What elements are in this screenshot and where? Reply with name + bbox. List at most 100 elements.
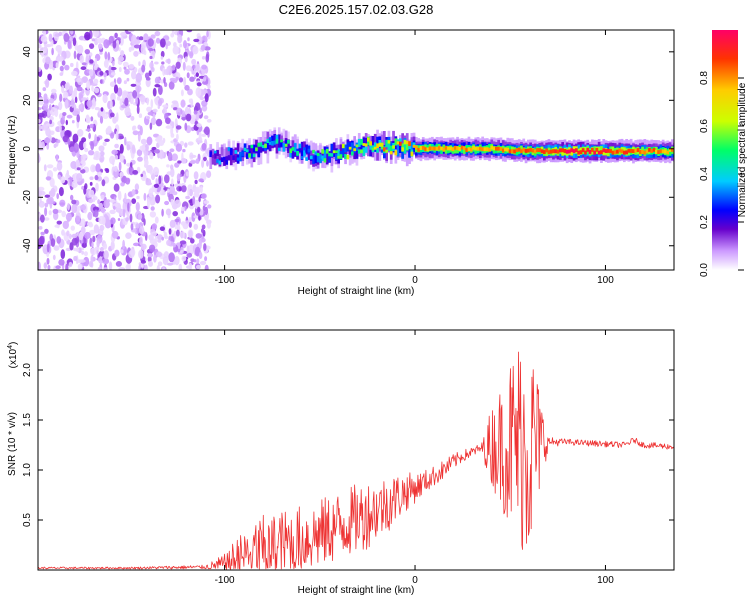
signal-cell <box>419 146 423 150</box>
signal-cell <box>597 150 601 155</box>
signal-cell <box>641 150 644 154</box>
noise-speckle <box>60 176 66 184</box>
snr-y-multiplier: (x104) <box>7 342 19 369</box>
noise-speckle <box>109 155 116 165</box>
signal-cell <box>216 159 219 163</box>
noise-speckle <box>43 93 48 101</box>
noise-speckle <box>180 157 187 164</box>
noise-speckle <box>144 264 148 270</box>
noise-speckle <box>130 223 134 231</box>
noise-speckle <box>177 222 180 231</box>
noise-speckle <box>160 38 166 48</box>
noise-speckle <box>119 143 124 154</box>
signal-cell <box>497 146 500 151</box>
noise-speckle <box>125 232 132 239</box>
signal-cell <box>325 148 329 154</box>
noise-speckle <box>54 224 60 228</box>
noise-speckle <box>183 205 187 212</box>
noise-speckle <box>158 98 163 107</box>
signal-cell <box>346 142 350 152</box>
noise-speckle <box>196 35 203 45</box>
noise-speckle <box>49 104 52 111</box>
noise-speckle <box>140 260 146 264</box>
signal-cell <box>479 146 482 151</box>
signal-cell <box>211 156 215 165</box>
signal-cell <box>223 157 226 166</box>
signal-cell <box>264 143 267 148</box>
noise-speckle <box>76 86 83 92</box>
noise-speckle <box>200 44 206 51</box>
noise-speckle <box>166 164 170 168</box>
noise-speckle <box>161 208 164 217</box>
noise-speckle <box>179 43 183 48</box>
noise-speckle <box>80 218 86 227</box>
noise-speckle <box>114 249 120 257</box>
signal-cell <box>579 150 583 155</box>
signal-cell <box>463 146 466 151</box>
signal-cell <box>403 139 407 145</box>
noise-speckle <box>103 59 109 68</box>
noise-speckle <box>72 37 77 46</box>
signal-cell <box>303 141 306 154</box>
signal-cell <box>266 140 270 150</box>
signal-cell <box>639 150 642 154</box>
signal-cell <box>424 147 427 152</box>
signal-cell <box>380 143 384 147</box>
signal-cell <box>227 148 231 158</box>
signal-cell <box>275 139 279 154</box>
noise-speckle <box>93 224 100 234</box>
chart-title: C2E6.2025.157.02.03.G28 <box>279 2 434 17</box>
noise-speckle <box>56 236 61 244</box>
signal-cell <box>369 141 372 146</box>
signal-cell <box>227 155 231 161</box>
snr-x-label: Height of straight line (km) <box>298 585 415 596</box>
x-tick-label: 100 <box>597 575 614 586</box>
signal-cell <box>268 140 272 152</box>
noise-speckle <box>180 99 186 108</box>
noise-speckle <box>139 145 146 151</box>
signal-cell <box>529 147 532 152</box>
noise-speckle <box>180 221 186 226</box>
noise-speckle <box>55 154 59 162</box>
noise-speckle <box>83 141 87 149</box>
noise-speckle <box>168 228 172 235</box>
signal-cell <box>330 153 334 157</box>
signal-cell <box>463 146 466 154</box>
noise-speckle <box>189 205 194 210</box>
noise-speckle <box>61 85 65 94</box>
noise-speckle <box>38 97 44 106</box>
noise-speckle <box>206 160 209 167</box>
signal-cell <box>332 150 336 157</box>
noise-speckle <box>206 30 209 38</box>
noise-speckle <box>150 34 156 39</box>
noise-speckle <box>101 179 106 187</box>
noise-speckle <box>94 107 100 111</box>
noise-speckle <box>132 125 137 130</box>
noise-speckle <box>66 230 70 237</box>
signal-cell <box>396 141 400 145</box>
noise-speckle <box>133 50 139 57</box>
noise-speckle <box>92 97 96 107</box>
x-tick-label: -100 <box>215 275 235 286</box>
noise-speckle <box>103 250 109 260</box>
signal-cell <box>490 145 494 150</box>
signal-cell <box>348 146 352 150</box>
noise-speckle <box>69 85 73 94</box>
noise-speckle <box>83 251 88 257</box>
noise-speckle <box>184 122 188 131</box>
noise-speckle <box>91 85 94 92</box>
signal-cell <box>616 149 619 154</box>
signal-cell <box>417 147 420 152</box>
signal-cell <box>280 139 283 147</box>
signal-cell <box>239 151 242 155</box>
noise-speckle <box>91 38 96 42</box>
signal-cell <box>280 139 283 143</box>
signal-cell <box>554 149 558 154</box>
noise-speckle <box>45 56 51 65</box>
signal-cell <box>499 147 503 151</box>
signal-cell <box>451 147 455 152</box>
noise-speckle <box>81 250 84 255</box>
noise-speckle <box>85 116 91 124</box>
noise-speckle <box>206 170 212 178</box>
noise-speckle <box>149 55 153 60</box>
